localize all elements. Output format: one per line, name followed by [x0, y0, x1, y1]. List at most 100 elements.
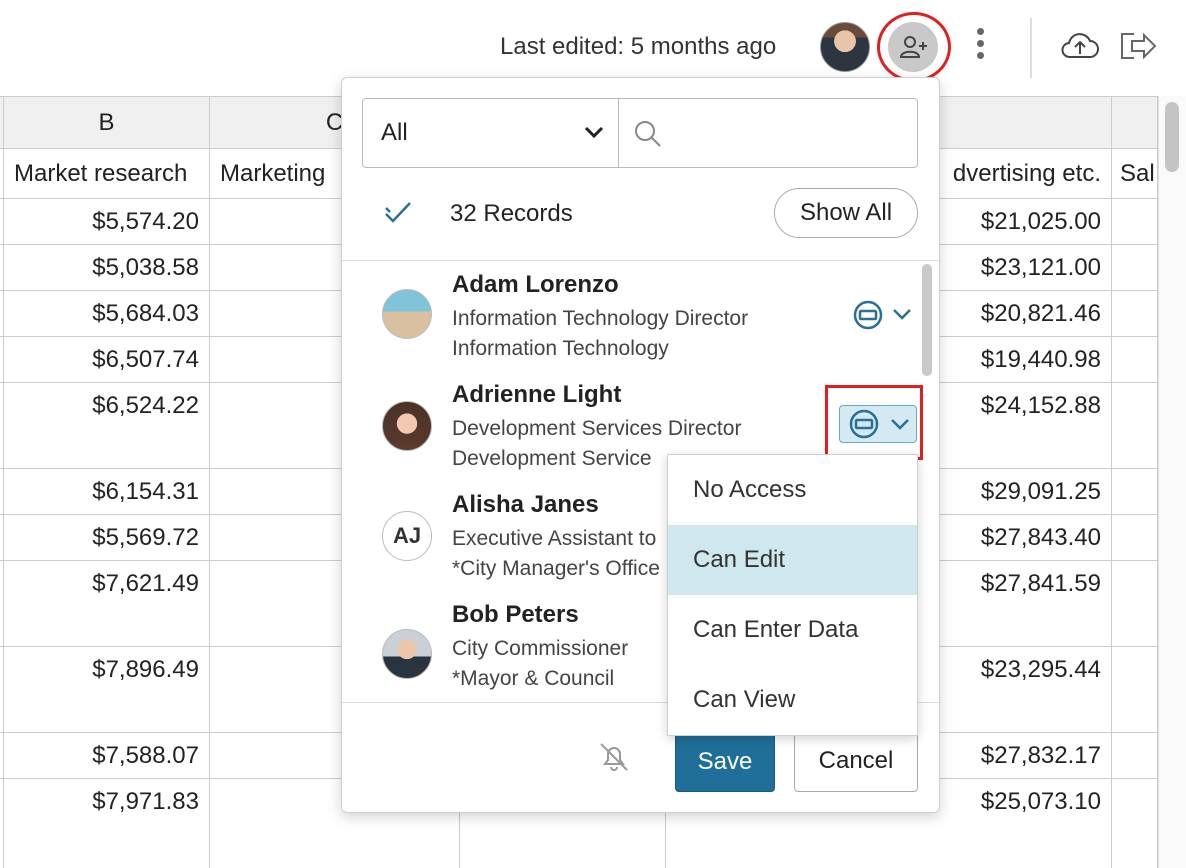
cell[interactable]: [1112, 779, 1158, 868]
cell-market-research[interactable]: $7,621.49: [4, 561, 210, 647]
cell-market-research[interactable]: $5,574.20: [4, 199, 210, 245]
cell-market-research[interactable]: $5,038.58: [4, 245, 210, 291]
user-list-scrollbar[interactable]: [922, 264, 932, 376]
column-header-b[interactable]: B: [4, 97, 210, 149]
user-department: Information Technology: [452, 337, 669, 360]
records-count: 32 Records: [450, 200, 573, 227]
cell-market-research[interactable]: $7,971.83: [4, 779, 210, 868]
cell-market-research[interactable]: $6,507.74: [4, 337, 210, 383]
chevron-down-icon: [584, 126, 604, 139]
grid-vertical-scrollbar[interactable]: [1158, 96, 1186, 868]
user-title: Information Technology Director: [452, 307, 749, 330]
last-edited-label: Last edited: 5 months ago: [500, 33, 777, 60]
cell[interactable]: [1112, 733, 1158, 779]
save-button[interactable]: Save: [675, 730, 775, 792]
avatar: [382, 401, 432, 451]
current-user-avatar[interactable]: [820, 22, 870, 72]
field-header-marketing[interactable]: Marketing: [210, 149, 460, 199]
cell-market-research[interactable]: $6,154.31: [4, 469, 210, 515]
field-header-sales[interactable]: Sal: [1112, 149, 1158, 199]
cell[interactable]: [210, 779, 460, 868]
cell-market-research[interactable]: $5,684.03: [4, 291, 210, 337]
user-title: Development Services Director: [452, 417, 742, 440]
user-title: City Commissioner: [452, 637, 629, 660]
search-icon: [635, 121, 661, 147]
user-name: Alisha Janes: [452, 491, 599, 518]
cell[interactable]: [1112, 647, 1158, 733]
divider: [342, 702, 939, 703]
field-header-a[interactable]: [0, 149, 4, 199]
cloud-upload-icon[interactable]: [1060, 30, 1100, 62]
user-department: *Mayor & Council: [452, 667, 615, 690]
cell-market-research[interactable]: $7,588.07: [4, 733, 210, 779]
cell[interactable]: [0, 733, 4, 779]
cell[interactable]: [1112, 245, 1158, 291]
cell[interactable]: [0, 561, 4, 647]
cell[interactable]: [1112, 383, 1158, 469]
user-name: Adrienne Light: [452, 381, 622, 408]
cell-market-research[interactable]: $7,896.49: [4, 647, 210, 733]
user-department: Development Service: [452, 447, 652, 470]
avatar: [382, 289, 432, 339]
cell[interactable]: [1112, 337, 1158, 383]
user-search-input[interactable]: [619, 99, 917, 167]
chevron-down-icon: [893, 309, 911, 320]
cell[interactable]: [1112, 515, 1158, 561]
cell[interactable]: [1112, 199, 1158, 245]
no-access-icon: [849, 409, 879, 439]
cell[interactable]: [1112, 291, 1158, 337]
list-item[interactable]: Bob Peters City Commissioner *Mayor & Co…: [342, 591, 922, 701]
cell[interactable]: [0, 199, 4, 245]
cell[interactable]: [0, 245, 4, 291]
cell-market-research[interactable]: $5,569.72: [4, 515, 210, 561]
column-header-a[interactable]: [0, 97, 4, 149]
more-options-icon[interactable]: [972, 28, 988, 64]
cell[interactable]: [0, 469, 4, 515]
user-name: Adam Lorenzo: [452, 271, 619, 298]
chevron-down-icon: [891, 419, 909, 430]
cell[interactable]: [0, 291, 4, 337]
menu-item-can-edit[interactable]: Can Edit: [668, 525, 917, 595]
avatar: [382, 629, 432, 679]
cell[interactable]: [0, 337, 4, 383]
list-item[interactable]: Adrienne Light Development Services Dire…: [342, 371, 922, 481]
cell[interactable]: [1112, 469, 1158, 515]
cell[interactable]: [0, 779, 4, 868]
user-title: Executive Assistant to: [452, 527, 657, 550]
avatar: AJ: [382, 511, 432, 561]
exit-icon[interactable]: [1118, 30, 1158, 62]
show-all-button[interactable]: Show All: [774, 188, 918, 238]
cell-advertising[interactable]: $25,073.10: [666, 779, 1112, 868]
user-department: *City Manager's Office: [452, 557, 660, 580]
divider: [342, 260, 939, 261]
double-check-icon[interactable]: [384, 200, 414, 226]
cell[interactable]: [0, 383, 4, 469]
list-item[interactable]: AJ Alisha Janes Executive Assistant to *…: [342, 481, 922, 591]
cell-market-research[interactable]: $6,524.22: [4, 383, 210, 469]
menu-item-can-view[interactable]: Can View: [693, 686, 796, 713]
cell[interactable]: [0, 515, 4, 561]
user-list: Adam Lorenzo Information Technology Dire…: [342, 261, 939, 701]
access-level-dropdown[interactable]: [839, 405, 917, 443]
cell[interactable]: [460, 779, 666, 868]
access-level-menu: No Access Can Edit Can Enter Data Can Vi…: [667, 454, 918, 736]
cell[interactable]: [0, 647, 4, 733]
share-button[interactable]: [888, 22, 938, 72]
cell-advertising[interactable]: $21,025.00: [666, 199, 1112, 245]
cell[interactable]: [1112, 561, 1158, 647]
add-user-icon: [900, 36, 927, 58]
menu-item-can-enter-data[interactable]: Can Enter Data: [693, 616, 859, 643]
cancel-button[interactable]: Cancel: [794, 730, 918, 792]
list-item[interactable]: Adam Lorenzo Information Technology Dire…: [342, 261, 922, 371]
scrollbar-thumb[interactable]: [1165, 102, 1179, 172]
user-name: Bob Peters: [452, 601, 579, 628]
filter-box: All: [362, 98, 918, 168]
column-header-f[interactable]: [1112, 97, 1158, 149]
no-access-icon: [853, 300, 883, 330]
field-header-market-research[interactable]: Market research: [4, 149, 210, 199]
access-level-dropdown[interactable]: [848, 297, 916, 333]
menu-item-no-access[interactable]: No Access: [693, 476, 807, 503]
notification-off-icon[interactable]: [597, 740, 631, 774]
records-row: 32 Records Show All: [362, 188, 918, 240]
filter-select[interactable]: All: [363, 99, 619, 167]
